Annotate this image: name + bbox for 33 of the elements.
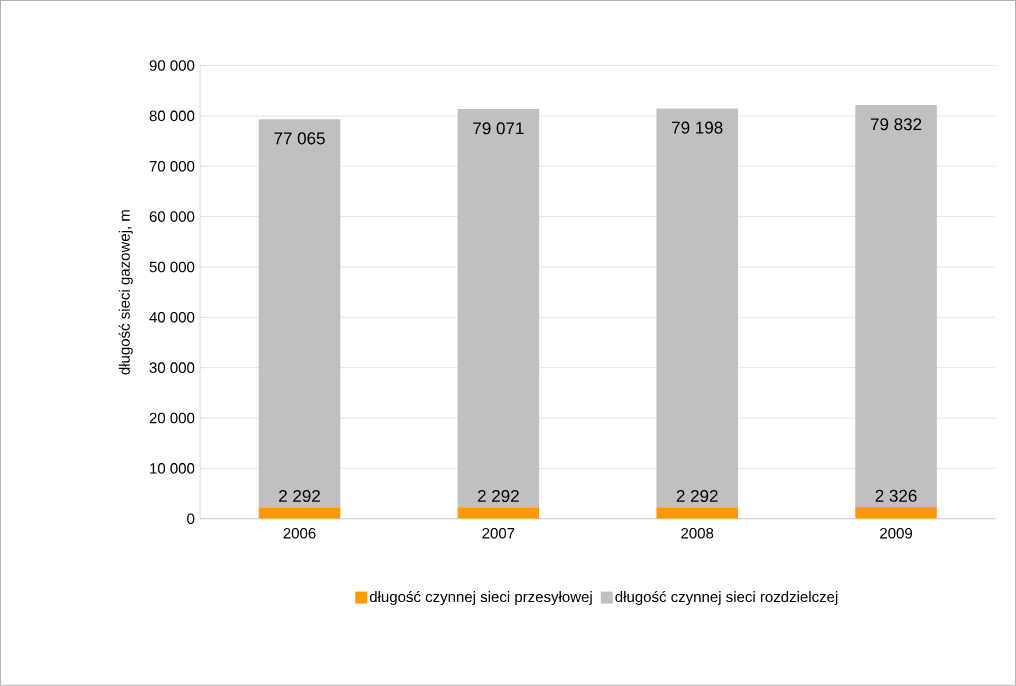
data-label: 2 292 — [279, 490, 320, 503]
y-tick-label: 90 000 — [149, 60, 195, 71]
data-label: 77 065 — [274, 132, 325, 145]
bar — [656, 507, 738, 519]
y-tick-label: 10 000 — [150, 463, 195, 474]
data-label: 2 292 — [477, 490, 519, 503]
data-label: 79 071 — [473, 122, 524, 135]
legend-label: długość czynnej sieci przesyłowej — [369, 591, 592, 606]
y-tick-label: 80 000 — [149, 110, 195, 122]
y-axis-title: długość sieci gazowej, m — [118, 210, 133, 375]
data-label: 2 326 — [875, 489, 917, 502]
x-tick-label: 2008 — [681, 528, 714, 539]
y-tick-label: 50 000 — [149, 261, 195, 273]
x-tick-label: 2007 — [482, 528, 515, 539]
y-tick-label: 20 000 — [149, 412, 195, 424]
bar — [457, 507, 540, 519]
data-label: 2 292 — [676, 490, 718, 503]
bar — [457, 109, 540, 508]
bar — [855, 105, 937, 508]
bar — [258, 119, 341, 508]
y-tick-label: 0 — [187, 513, 195, 525]
data-label: 79 832 — [870, 118, 922, 131]
bar — [855, 507, 937, 519]
legend-label: długość czynnej sieci rozdzielczej — [615, 591, 838, 606]
x-tick-label: 2006 — [283, 528, 316, 539]
y-tick-label: 60 000 — [149, 211, 195, 222]
y-tick-label: 40 000 — [149, 312, 195, 323]
y-tick-label: 30 000 — [149, 362, 195, 374]
bar — [258, 507, 341, 519]
x-tick-label: 2009 — [880, 528, 913, 539]
bar — [656, 108, 738, 508]
data-label: 79 198 — [672, 121, 723, 134]
y-tick-label: 70 000 — [149, 161, 195, 172]
